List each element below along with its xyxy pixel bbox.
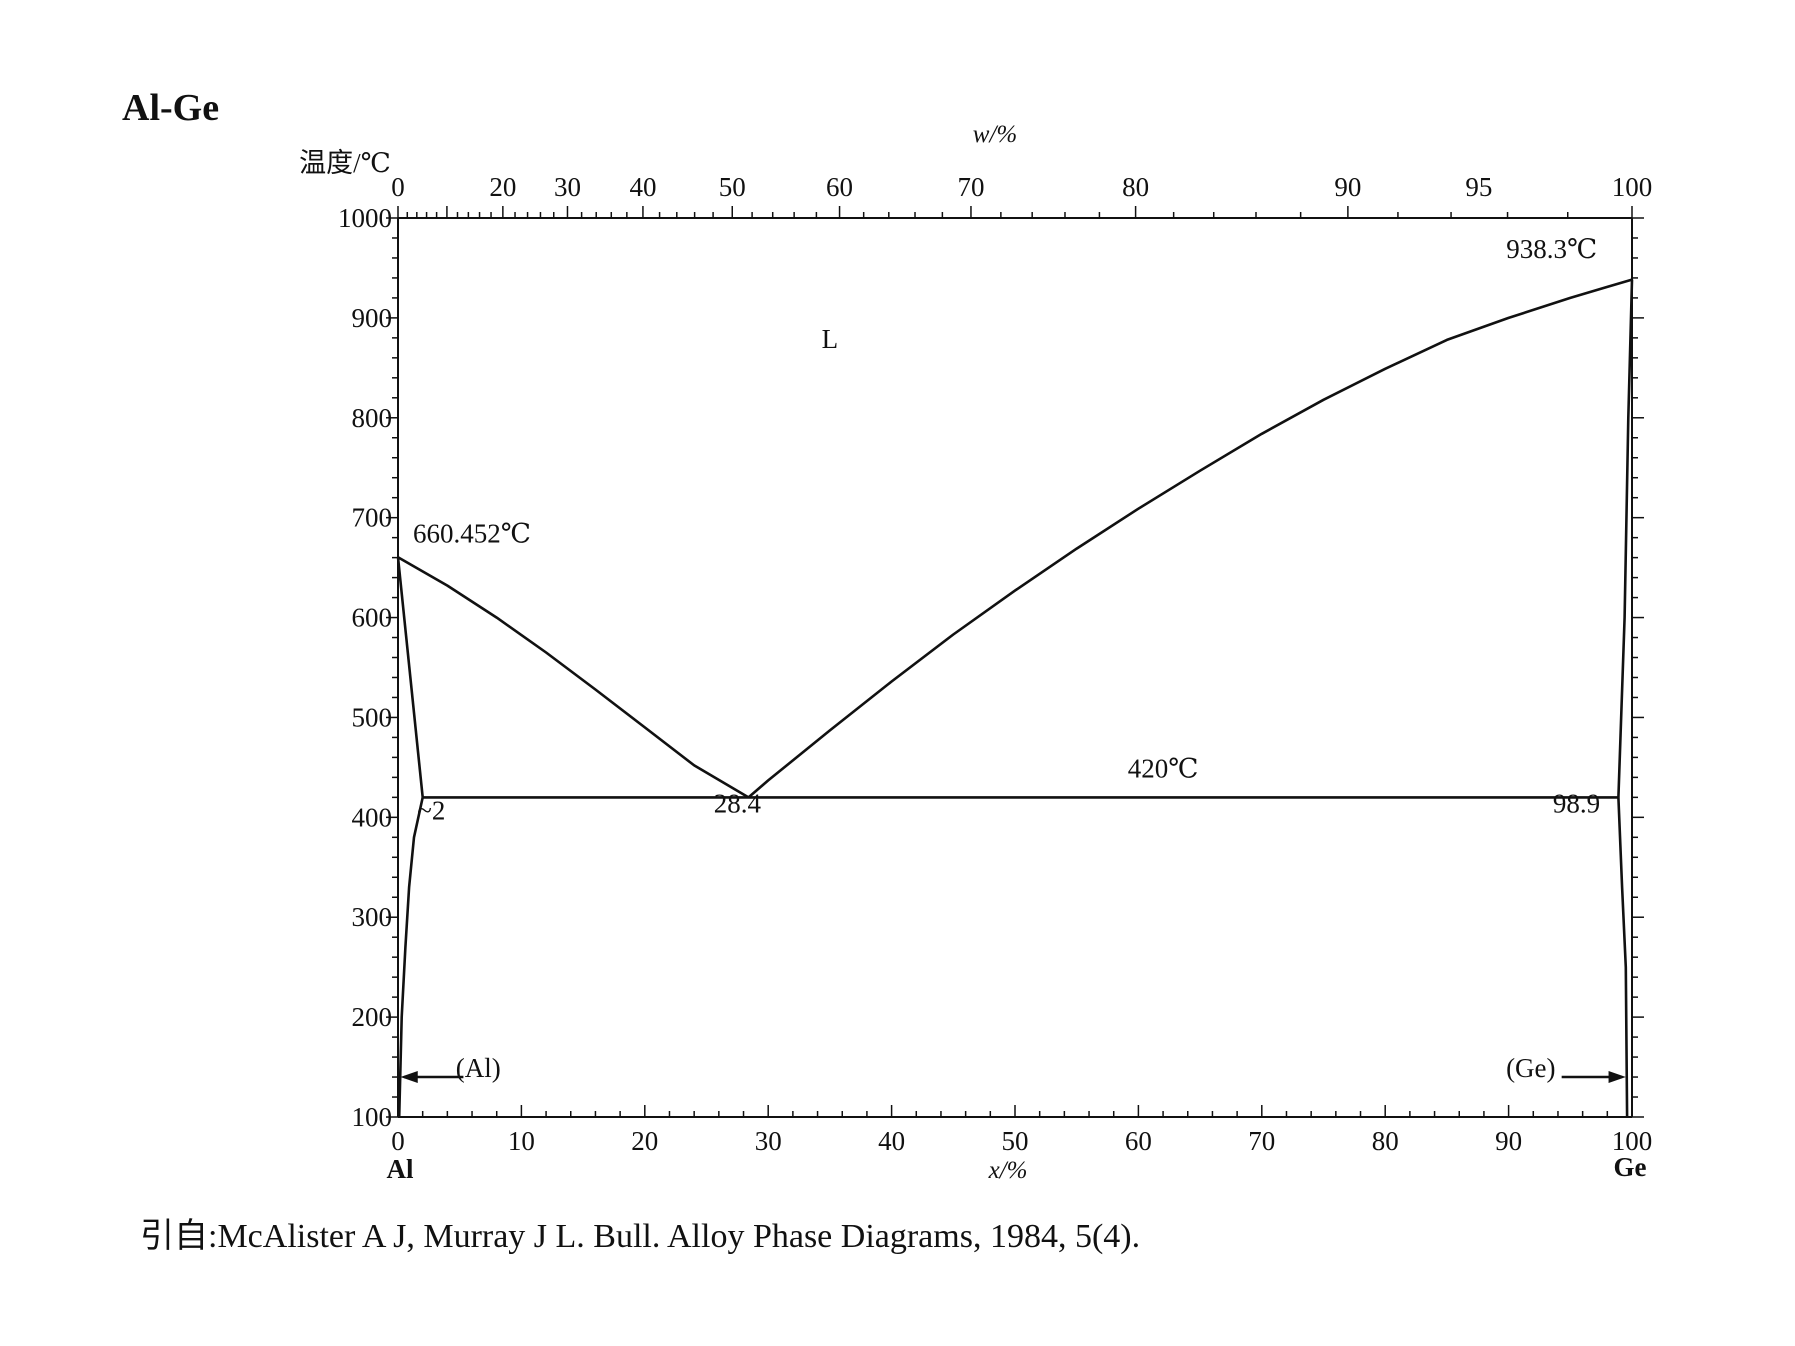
annotation: 420℃ <box>1128 753 1199 783</box>
x-axis-label: x/% <box>988 1157 1028 1184</box>
x2-tick-label: 30 <box>554 172 581 202</box>
annotation: ~2 <box>417 795 445 825</box>
y-tick-label: 200 <box>352 1002 393 1032</box>
y-tick-label: 400 <box>352 802 393 832</box>
x-tick-label: 90 <box>1495 1126 1522 1156</box>
al-arrowhead <box>400 1071 418 1084</box>
annotation: (Al) <box>456 1053 501 1083</box>
y-tick-label: 100 <box>352 1102 393 1132</box>
phase-boundary-6 <box>1617 279 1634 798</box>
annotation: 938.3℃ <box>1506 234 1597 264</box>
y-tick-label: 1000 <box>338 203 392 233</box>
x-tick-label: 80 <box>1372 1126 1399 1156</box>
figure-title: Al-Ge <box>122 87 220 129</box>
x2-tick-label: 70 <box>957 172 984 202</box>
x-axis-end-label-ge: Ge <box>1614 1152 1647 1182</box>
x-tick-label: 60 <box>1125 1126 1152 1156</box>
x2-tick-label: 60 <box>826 172 853 202</box>
x-tick-label: 10 <box>508 1126 535 1156</box>
x2-tick-label: 80 <box>1122 172 1149 202</box>
x2-tick-label: 0 <box>391 172 405 202</box>
annotation: 660.452℃ <box>413 519 531 549</box>
axes <box>397 217 1633 1118</box>
x2-tick-label: 20 <box>489 172 516 202</box>
phase-boundary-5 <box>1617 797 1629 1118</box>
y-tick-label: 900 <box>352 303 393 333</box>
x-tick-label: 70 <box>1248 1126 1275 1156</box>
phase-boundary-3 <box>396 557 424 798</box>
x-tick-label: 20 <box>631 1126 658 1156</box>
phase-boundary-4 <box>397 797 424 1118</box>
x2-tick-label: 50 <box>719 172 746 202</box>
x-tick-label: 100 <box>1612 1126 1653 1156</box>
x2-tick-label: 90 <box>1334 172 1361 202</box>
y-tick-label: 600 <box>352 603 393 633</box>
x-tick-label: 40 <box>878 1126 905 1156</box>
x2-tick-label: 100 <box>1612 172 1653 202</box>
phase-boundary-1 <box>747 278 1633 799</box>
y-tick-label: 700 <box>352 503 393 533</box>
x2-tick-label: 95 <box>1465 172 1492 202</box>
annotation: L <box>822 324 839 354</box>
phase-boundary-0 <box>397 556 750 799</box>
y-axis-label: 温度/℃ <box>299 148 391 178</box>
x-axis-end-label-al: Al <box>387 1154 414 1184</box>
citation: 引自:McAlister A J, Murray J L. Bull. Allo… <box>140 1218 1141 1255</box>
series <box>396 278 1634 1118</box>
y-tick-label: 300 <box>352 902 393 932</box>
y-tick-label: 800 <box>352 403 393 433</box>
annotation: 98.9 <box>1553 788 1600 818</box>
annotation: (Ge) <box>1506 1053 1555 1083</box>
x2-tick-label: 40 <box>629 172 656 202</box>
y-tick-label: 500 <box>352 702 393 732</box>
x-tick-label: 30 <box>755 1126 782 1156</box>
annotation: 28.4 <box>714 788 762 818</box>
x2-axis-label: w/% <box>973 121 1017 148</box>
labels: L 660.452℃ 938.3℃ 420℃ 28.4 ~2 98.9 (Al) (Ge) <box>413 234 1600 1083</box>
x-tick-label: 50 <box>1002 1126 1029 1156</box>
x-tick-label: 0 <box>391 1126 405 1156</box>
ge-arrowhead <box>1608 1071 1626 1084</box>
